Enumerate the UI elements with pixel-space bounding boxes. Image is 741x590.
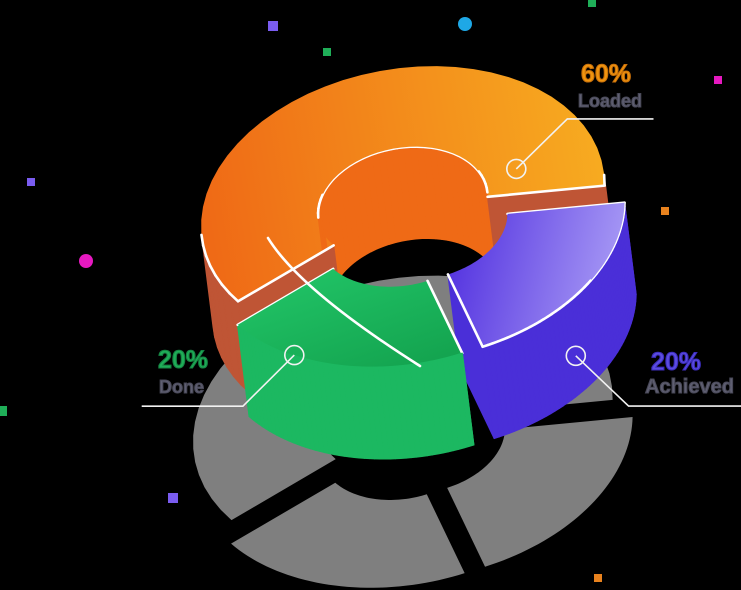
svg-text:Loaded: Loaded [578, 91, 642, 111]
svg-text:20%: 20% [158, 346, 208, 374]
svg-text:Done: Done [159, 377, 204, 397]
svg-text:20%: 20% [651, 348, 701, 376]
svg-text:60%: 60% [581, 60, 631, 88]
svg-text:Achieved: Achieved [645, 376, 734, 398]
